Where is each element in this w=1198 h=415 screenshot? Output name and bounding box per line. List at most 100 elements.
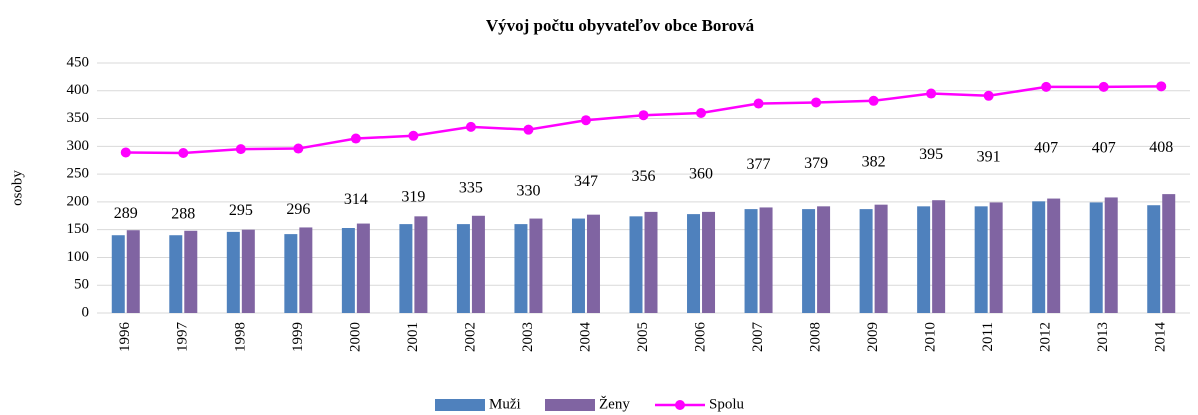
- x-tick-label: 2008: [808, 322, 824, 352]
- x-tick-label: 2006: [692, 322, 708, 353]
- bar: [226, 231, 240, 313]
- bar: [687, 214, 701, 313]
- bar: [126, 230, 140, 313]
- data-label: 391: [977, 148, 1001, 165]
- bar: [169, 235, 183, 313]
- bar: [629, 216, 643, 313]
- y-tick-label: 50: [74, 277, 89, 293]
- line-marker: [178, 148, 189, 158]
- line-marker: [753, 98, 764, 109]
- y-tick-label: 150: [67, 221, 90, 237]
- y-tick-label: 400: [67, 82, 90, 98]
- line-marker: [120, 147, 131, 158]
- bar: [1162, 194, 1176, 313]
- data-label: 347: [574, 173, 598, 190]
- x-tick-label: 2000: [347, 322, 363, 352]
- line-marker: [293, 143, 304, 154]
- bar: [241, 229, 255, 313]
- bar: [514, 224, 528, 313]
- line-marker: [408, 130, 419, 141]
- bar: [586, 214, 600, 313]
- x-tick-label: 2012: [1038, 322, 1054, 352]
- x-tick-label: 2001: [405, 322, 421, 352]
- x-tick-label: 1996: [117, 322, 133, 353]
- legend-label: Muži: [489, 396, 521, 412]
- data-label: 296: [286, 201, 310, 218]
- bar: [471, 215, 485, 313]
- line-marker: [1041, 81, 1052, 92]
- y-tick-label: 200: [67, 193, 90, 209]
- bar: [1089, 202, 1103, 313]
- data-label: 319: [401, 188, 425, 205]
- x-tick-label: 2003: [520, 322, 536, 352]
- data-label: 407: [1034, 140, 1058, 157]
- y-tick-label: 0: [82, 304, 90, 320]
- bar: [1032, 201, 1046, 313]
- bar: [456, 224, 470, 313]
- data-label: 335: [459, 180, 483, 197]
- bar: [284, 234, 298, 313]
- data-label: 295: [229, 202, 253, 219]
- data-label: 314: [344, 191, 368, 208]
- line-marker: [983, 90, 994, 101]
- y-tick-label: 450: [67, 54, 90, 70]
- legend-label: Ženy: [599, 395, 630, 412]
- data-label: 379: [804, 155, 828, 172]
- line-marker: [465, 121, 476, 132]
- line-marker: [696, 108, 707, 118]
- bar: [1047, 198, 1061, 313]
- x-tick-label: 2009: [865, 322, 881, 352]
- bar: [759, 207, 773, 313]
- legend-swatch: [435, 399, 485, 411]
- x-tick-label: 2004: [577, 322, 593, 353]
- bar: [529, 218, 543, 313]
- line-marker: [350, 133, 361, 144]
- bar: [1104, 197, 1118, 313]
- x-tick-label: 2010: [923, 322, 939, 352]
- legend-label: Spolu: [709, 396, 745, 412]
- bar: [744, 209, 758, 313]
- bar: [399, 224, 413, 313]
- x-tick-label: 2011: [980, 322, 996, 351]
- bar: [1147, 205, 1161, 313]
- chart-title: Vývoj počtu obyvateľov obce Borová: [486, 16, 755, 35]
- bar: [859, 209, 873, 313]
- bar: [414, 216, 428, 313]
- data-label: 289: [114, 205, 138, 222]
- data-label: 408: [1149, 139, 1173, 156]
- bar: [932, 200, 946, 313]
- data-label: 330: [516, 182, 540, 199]
- bar: [802, 209, 816, 313]
- y-tick-label: 300: [67, 138, 90, 154]
- line-marker: [868, 95, 879, 106]
- bar: [644, 211, 658, 313]
- bar: [111, 235, 125, 313]
- data-label: 377: [747, 156, 771, 173]
- bar: [356, 223, 370, 313]
- bar: [817, 206, 831, 313]
- line-marker: [926, 88, 937, 99]
- y-tick-label: 100: [67, 249, 90, 265]
- legend-marker: [675, 400, 685, 410]
- x-tick-label: 1998: [232, 322, 248, 352]
- bar: [571, 218, 585, 313]
- bar: [874, 204, 888, 313]
- data-label: 407: [1092, 140, 1116, 157]
- line-marker: [523, 124, 534, 135]
- x-tick-label: 2002: [462, 322, 478, 352]
- x-tick-label: 2007: [750, 322, 766, 353]
- x-tick-label: 2013: [1095, 322, 1111, 352]
- line-marker: [811, 97, 822, 108]
- bar: [974, 206, 988, 313]
- y-axis-label: osoby: [9, 170, 25, 206]
- y-tick-label: 250: [67, 166, 90, 182]
- bar: [341, 228, 355, 313]
- x-tick-label: 1999: [290, 322, 306, 352]
- y-tick-label: 350: [67, 110, 90, 126]
- bar: [184, 230, 198, 313]
- x-tick-label: 1997: [175, 322, 191, 353]
- line-marker: [235, 144, 246, 155]
- line-marker: [580, 115, 591, 126]
- bar: [917, 206, 931, 313]
